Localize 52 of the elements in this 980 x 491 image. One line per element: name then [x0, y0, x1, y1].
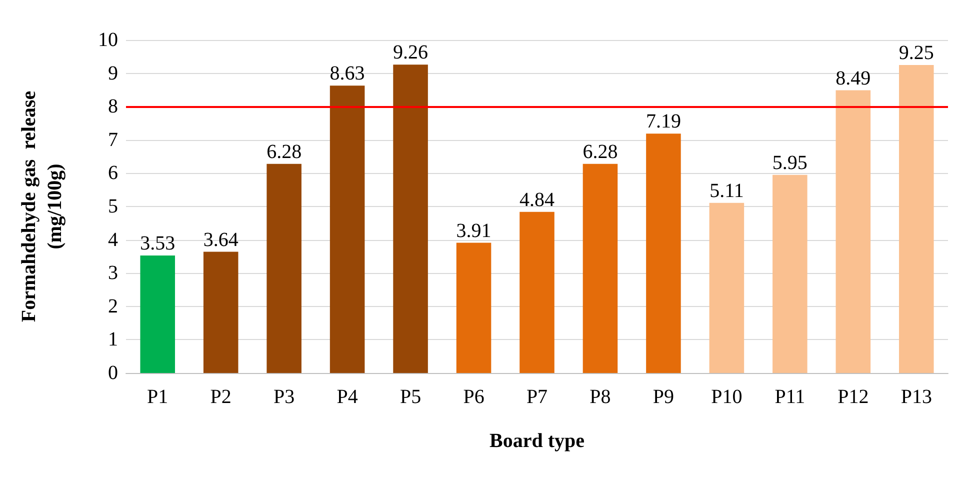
x-tick-label: P10	[711, 386, 742, 408]
y-tick-label: 10	[98, 29, 118, 51]
data-label: 7.19	[646, 110, 681, 133]
bar	[456, 242, 492, 373]
bar	[330, 86, 365, 373]
y-tick-label: 4	[108, 228, 118, 251]
bar	[582, 164, 618, 373]
bar	[772, 174, 808, 373]
x-tick-label: P7	[526, 386, 548, 408]
y-tick-label: 0	[108, 362, 118, 384]
x-axis-title: Board type	[490, 430, 585, 452]
bar	[393, 64, 428, 373]
y-tick-label: 6	[108, 162, 118, 184]
x-tick-label: P6	[463, 386, 484, 408]
y-tick-label: 8	[108, 96, 118, 118]
x-tick-label: P8	[590, 386, 611, 408]
bar	[898, 64, 934, 373]
y-tick-label: 7	[108, 128, 118, 151]
data-label: 5.11	[710, 180, 744, 202]
x-tick-label: P12	[838, 386, 869, 408]
bar	[203, 252, 238, 373]
bar	[709, 202, 744, 373]
data-label: 3.91	[456, 220, 492, 242]
data-label: 6.28	[582, 140, 618, 163]
x-tick-label: P4	[336, 386, 358, 408]
bar	[836, 90, 871, 373]
data-label: 9.25	[898, 42, 934, 64]
data-label: 4.84	[520, 188, 554, 211]
y-tick-label: 3	[108, 262, 118, 284]
data-label: 9.26	[393, 42, 428, 64]
data-label: 8.63	[330, 62, 365, 85]
y-tick-label: 1	[108, 328, 118, 351]
y-tick-label: 9	[108, 62, 118, 84]
x-tick-label: P2	[210, 386, 232, 408]
bar	[646, 134, 681, 373]
data-label: 3.64	[203, 228, 238, 251]
x-tick-label: P9	[652, 386, 674, 408]
data-label: 6.28	[266, 140, 302, 163]
y-tick-label: 2	[108, 295, 118, 318]
x-tick-label: P13	[900, 386, 932, 408]
data-label: 3.53	[140, 232, 176, 254]
x-tick-label: P11	[774, 386, 806, 408]
x-tick-label: P1	[147, 386, 168, 408]
x-tick-label: P5	[400, 386, 422, 408]
bar	[520, 212, 554, 373]
y-tick-label: 5	[108, 196, 118, 218]
x-tick-label: P3	[274, 386, 295, 408]
bar	[140, 255, 176, 373]
data-label: 8.49	[836, 67, 871, 90]
y-axis-title: Formahdehyde gas release (mg/100g)	[18, 90, 66, 322]
data-label: 5.95	[772, 152, 808, 174]
bar	[266, 164, 302, 373]
